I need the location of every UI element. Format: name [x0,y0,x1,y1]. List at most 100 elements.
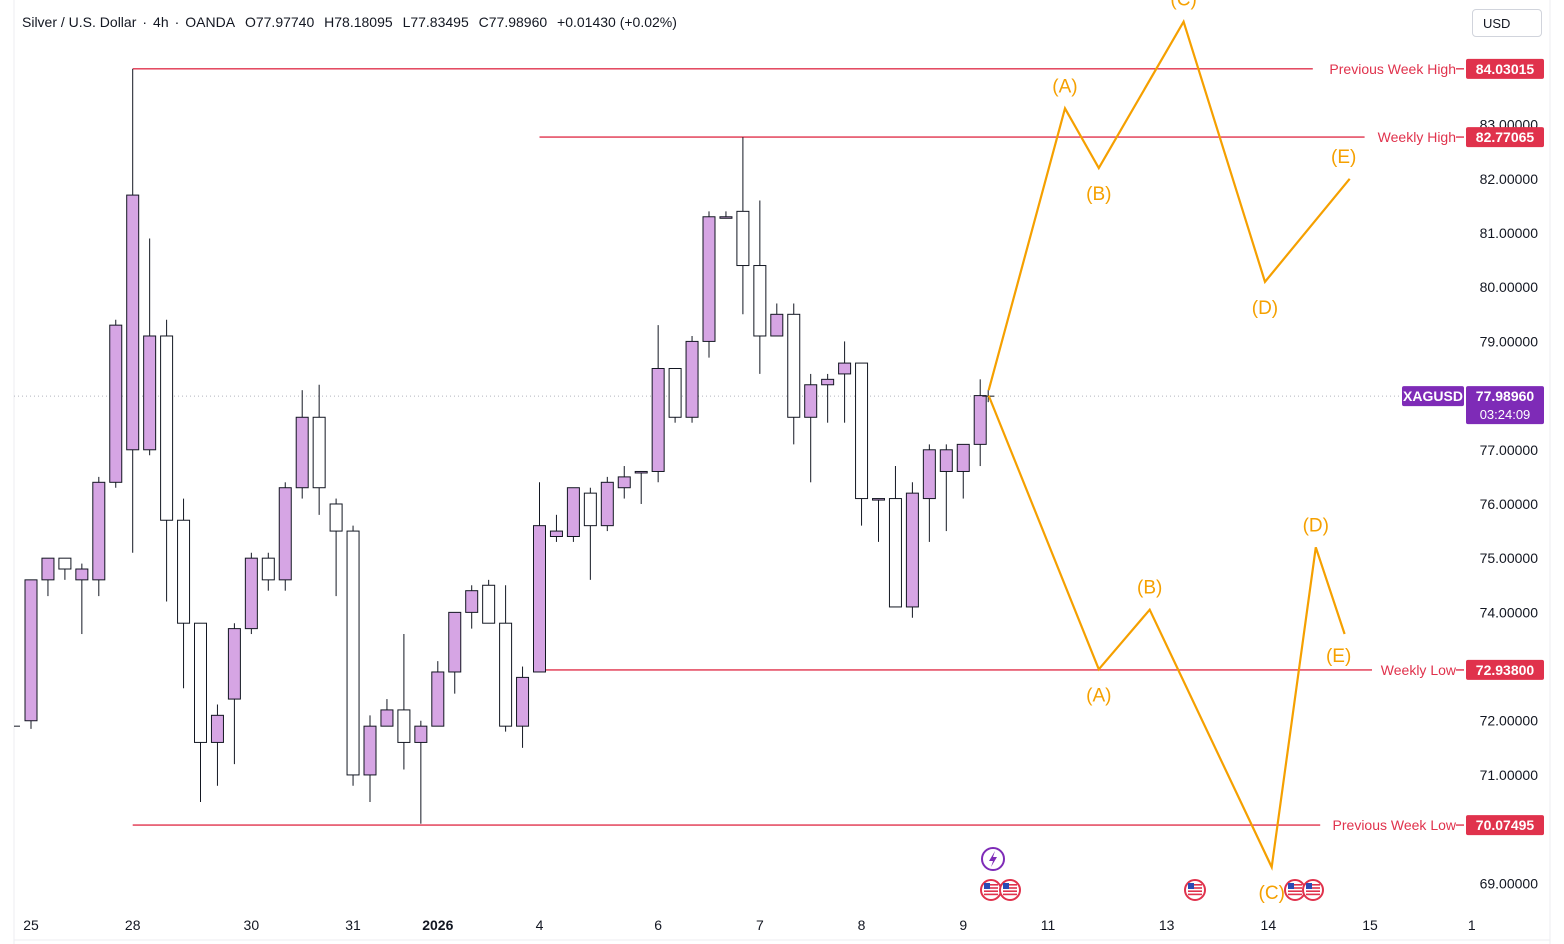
candle [888,466,902,608]
candle [753,200,767,374]
level-weekly-high: Weekly High [539,128,1464,147]
candle [465,585,479,629]
candle [295,390,309,499]
candle-body-up [770,313,784,337]
candle-body-up [278,487,292,581]
candle-body-up [143,335,157,451]
candle-body-down [753,265,767,337]
time-tick-label: 11 [1041,917,1056,933]
candle-body-down [346,530,360,776]
candle-body-up [838,362,852,375]
candle [431,661,445,727]
price-tick-label: 80.00000 [1480,279,1539,295]
candle [278,482,292,591]
current-price-text: 77.98960 [1476,388,1535,404]
us-flag-event-icon[interactable] [999,879,1021,901]
flag-stripe [1306,887,1320,889]
separator-dot: · [142,14,148,30]
flag-canton [1188,883,1194,889]
flag-stripe [984,890,998,892]
event-icons[interactable] [980,847,1324,901]
candle-body-up [414,725,428,743]
time-tick-label: 9 [959,917,967,933]
candle-body-up [41,557,55,581]
us-flag-event-icon[interactable] [1284,879,1306,901]
time-tick-label: 25 [23,917,39,933]
level-previous-week-low: Previous Week Low [132,816,1464,835]
time-axis[interactable]: 25 28 30 31 2026 4 6 7 8 9 11 13 14 15 1 [23,917,1476,933]
change-value: +0.01430 (+0.02%) [557,14,677,30]
candle [75,563,89,635]
price-tick-label: 69.00000 [1480,875,1539,891]
flag-stripe [1188,893,1202,896]
symbol-tag-bg [1402,386,1464,407]
candle [329,498,343,597]
candle-body-up [939,449,953,472]
candle-body-up [126,194,140,451]
projection-bullish: (A) (B) (C) (D) (E) [987,0,1356,391]
level-price-tag: 84.03015 [1466,58,1544,79]
price-tick-label: 72.00000 [1480,713,1539,729]
candle-body-up [244,557,258,630]
candle-body-up [24,579,38,722]
time-tick-label: 15 [1362,917,1378,933]
candle [380,699,394,727]
candle-body-down [397,709,411,743]
candle [821,373,835,423]
wave-label: (B) [1086,184,1111,205]
candle-body-up [685,340,699,418]
candle [448,611,462,694]
wave-label: (E) [1331,147,1356,168]
candle [651,325,665,483]
candle-body-down [583,492,597,527]
us-flag-event-icon[interactable] [1302,879,1324,901]
currency-button[interactable]: USD [1472,9,1542,37]
close-value: C77.98960 [478,14,548,30]
level-lines: Previous Week High Weekly High Weekly Low P… [132,59,1464,835]
candle-body-up [227,628,241,700]
flag-canton [1306,883,1312,889]
candle-body-down [177,519,191,624]
candle-body-up [922,449,936,500]
flag-stripe [984,893,998,896]
time-tick-label: 7 [756,917,764,933]
price-axis[interactable]: 69.00000 71.00000 72.00000 74.00000 75.00000… [1480,117,1539,892]
candle-body-up [210,714,224,743]
candle-body-down [312,416,326,489]
time-tick-label: 8 [858,917,866,933]
candle-body-down [58,557,72,570]
projection-bearish: (A) (B) (C) (D) (E) [987,395,1351,904]
time-tick-label: 4 [536,917,544,933]
wave-label: (E) [1326,646,1351,667]
candle-body-up [956,443,970,472]
candle-body-up [617,476,631,489]
candle [397,634,411,770]
current-price-bg [1466,386,1544,425]
level-label-bg [1372,660,1456,679]
candle [227,623,241,765]
candle [482,579,496,624]
candle [414,720,428,824]
us-flag-event-icon[interactable] [980,879,1002,901]
candle [566,487,580,542]
candle-body-up [465,590,479,613]
grid-layer [13,0,1551,944]
candle [109,319,123,488]
time-tick-label: 1 [1468,917,1476,933]
level-label-bg [1364,128,1456,147]
level-label: Previous Week Low [1333,817,1457,833]
candle-body-up [973,395,987,445]
flag-stripe [1188,884,1202,886]
candles [14,68,995,824]
time-tick-label: 6 [654,917,662,933]
price-tick-label: 74.00000 [1480,604,1539,620]
symbol-name[interactable]: Silver / U.S. Dollar [22,14,137,30]
flag-stripe [1288,893,1302,896]
wave-label: (C) [1170,0,1196,11]
lightning-event-icon[interactable] [981,847,1005,871]
wave-label: (D) [1252,298,1278,319]
symbol-header: Silver / U.S. Dollar · 4h · OANDA O77.97740 … [22,14,683,30]
interval[interactable]: 4h [153,14,169,30]
us-flag-event-icon[interactable] [1184,879,1206,901]
